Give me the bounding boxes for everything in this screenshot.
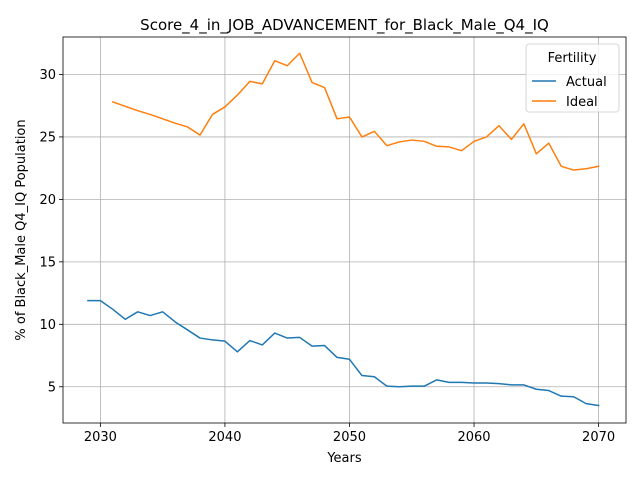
axis-ticks: 2030 2040 2050 2060 2070 5 10 15 20 25 30: [39, 68, 615, 445]
x-tick-label: 2030: [84, 430, 117, 445]
series-lines: [87, 52, 600, 407]
series-line-ideal: [111, 52, 600, 171]
y-tick-label: 25: [39, 130, 56, 145]
x-tick-label: 2050: [333, 430, 366, 445]
y-tick-label: 30: [39, 68, 56, 83]
y-axis-label: % of Black_Male Q4_IQ Population: [14, 119, 29, 340]
y-tick-label: 15: [39, 255, 56, 270]
chart-title: Score_4_in_JOB_ADVANCEMENT_for_Black_Mal…: [140, 16, 549, 35]
y-tick-label: 5: [48, 380, 56, 395]
legend-label-ideal: Ideal: [566, 95, 598, 110]
series-line-actual: [87, 299, 600, 407]
x-tick-label: 2060: [457, 430, 490, 445]
y-tick-label: 20: [39, 193, 56, 208]
legend-title: Fertility: [548, 51, 597, 66]
x-axis-label: Years: [326, 451, 362, 466]
x-tick-label: 2070: [582, 430, 615, 445]
legend-box: [525, 43, 620, 113]
legend-label-actual: Actual: [566, 75, 607, 90]
plot-frame: [62, 36, 627, 424]
x-tick-label: 2040: [208, 430, 241, 445]
legend: Fertility Actual Ideal: [525, 43, 620, 113]
y-tick-label: 10: [39, 318, 56, 333]
